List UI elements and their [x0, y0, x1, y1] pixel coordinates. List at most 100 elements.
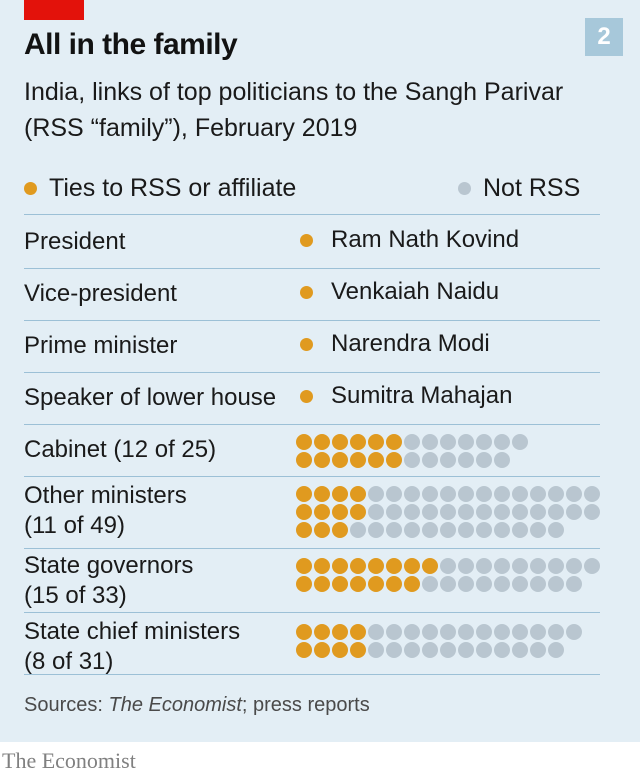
- not-rss-dot: [494, 486, 510, 502]
- not-rss-dot: [530, 576, 546, 592]
- rss-dot: [350, 624, 366, 640]
- rss-dot: [350, 558, 366, 574]
- not-rss-dot: [566, 624, 582, 640]
- not-rss-dot: [512, 624, 528, 640]
- rss-dot: [314, 504, 330, 520]
- not-rss-dot: [458, 576, 474, 592]
- not-rss-dot: [368, 504, 384, 520]
- not-rss-dot: [386, 522, 402, 538]
- not-rss-dot: [494, 434, 510, 450]
- not-rss-dot: [440, 504, 456, 520]
- not-rss-dot: [422, 504, 438, 520]
- rss-dot: [386, 558, 402, 574]
- rss-dot-icon: [300, 285, 313, 299]
- not-rss-dot: [440, 452, 456, 468]
- not-rss-dot: [584, 504, 600, 520]
- rss-dot-icon: [300, 389, 313, 403]
- rss-dot: [368, 558, 384, 574]
- not-rss-dot: [512, 434, 528, 450]
- rss-dot: [350, 452, 366, 468]
- not-rss-dot: [494, 452, 510, 468]
- row-divider: [24, 268, 600, 269]
- rss-dot: [314, 452, 330, 468]
- not-rss-dot: [494, 522, 510, 538]
- post-person-name: Sumitra Mahajan: [331, 382, 513, 409]
- legend-item-rss: Ties to RSS or affiliate: [24, 174, 296, 203]
- dot-matrix: [296, 486, 600, 538]
- not-rss-dot: [494, 558, 510, 574]
- not-rss-dot: [440, 522, 456, 538]
- not-rss-dot: [476, 522, 492, 538]
- economist-brand: The Economist: [2, 748, 136, 773]
- not-rss-dot: [440, 558, 456, 574]
- source-suffix: ; press reports: [241, 694, 370, 716]
- rss-dot: [314, 624, 330, 640]
- post-person: Ram Nath Kovind: [300, 226, 519, 254]
- not-rss-dot: [584, 486, 600, 502]
- rss-dot: [296, 504, 312, 520]
- not-rss-dot: [458, 558, 474, 574]
- row-divider: [24, 612, 600, 613]
- not-rss-dot: [476, 504, 492, 520]
- source-note: Sources: The Economist; press reports: [24, 694, 370, 717]
- rss-dot: [332, 504, 348, 520]
- rss-dot: [350, 576, 366, 592]
- group-label: Other ministers: [24, 482, 187, 509]
- rss-dot: [314, 558, 330, 574]
- not-rss-dot: [458, 452, 474, 468]
- not-rss-dot-icon: [458, 182, 471, 195]
- rss-dot: [350, 486, 366, 502]
- rss-dot: [386, 452, 402, 468]
- not-rss-dot: [422, 522, 438, 538]
- rss-dot: [296, 576, 312, 592]
- not-rss-dot: [386, 504, 402, 520]
- rss-dot: [332, 624, 348, 640]
- group-label: State chief ministers: [24, 618, 241, 645]
- not-rss-dot: [512, 486, 528, 502]
- rss-dot: [368, 576, 384, 592]
- rss-dot: [296, 434, 312, 450]
- not-rss-dot: [458, 642, 474, 658]
- post-person: Narendra Modi: [300, 330, 490, 358]
- not-rss-dot: [512, 522, 528, 538]
- post-position-label: President: [24, 228, 126, 255]
- rss-dot: [332, 558, 348, 574]
- row-divider: [24, 424, 600, 425]
- not-rss-dot: [530, 558, 546, 574]
- row-divider: [24, 320, 600, 321]
- not-rss-dot: [530, 642, 546, 658]
- row-divider: [24, 548, 600, 549]
- group-label-count: (11 of 49): [24, 512, 125, 539]
- rss-dot-icon: [300, 233, 313, 247]
- rss-dot: [296, 624, 312, 640]
- not-rss-dot: [422, 642, 438, 658]
- legend-not-rss-label: Not RSS: [483, 174, 581, 202]
- not-rss-dot: [476, 642, 492, 658]
- not-rss-dot: [494, 624, 510, 640]
- not-rss-dot: [422, 486, 438, 502]
- not-rss-dot: [404, 486, 420, 502]
- rss-dot: [350, 434, 366, 450]
- not-rss-dot: [404, 522, 420, 538]
- not-rss-dot: [440, 486, 456, 502]
- rss-dot: [350, 504, 366, 520]
- rss-dot: [332, 522, 348, 538]
- chart-title: All in the family: [24, 28, 238, 61]
- not-rss-dot: [512, 576, 528, 592]
- dot-matrix: [296, 624, 582, 658]
- post-position-label: Prime minister: [24, 332, 178, 359]
- not-rss-dot: [548, 486, 564, 502]
- rss-dot: [296, 522, 312, 538]
- group-dots: [296, 558, 602, 599]
- post-person-name: Venkaiah Naidu: [331, 278, 500, 305]
- not-rss-dot: [440, 642, 456, 658]
- group-label: Cabinet (12 of 25): [24, 436, 217, 463]
- legend-item-not-rss: Not RSS: [458, 174, 580, 203]
- group-dots: [296, 486, 602, 545]
- not-rss-dot: [404, 434, 420, 450]
- not-rss-dot: [530, 504, 546, 520]
- rss-dot: [332, 434, 348, 450]
- group-dots: [296, 624, 584, 665]
- not-rss-dot: [494, 576, 510, 592]
- rss-dot: [404, 576, 420, 592]
